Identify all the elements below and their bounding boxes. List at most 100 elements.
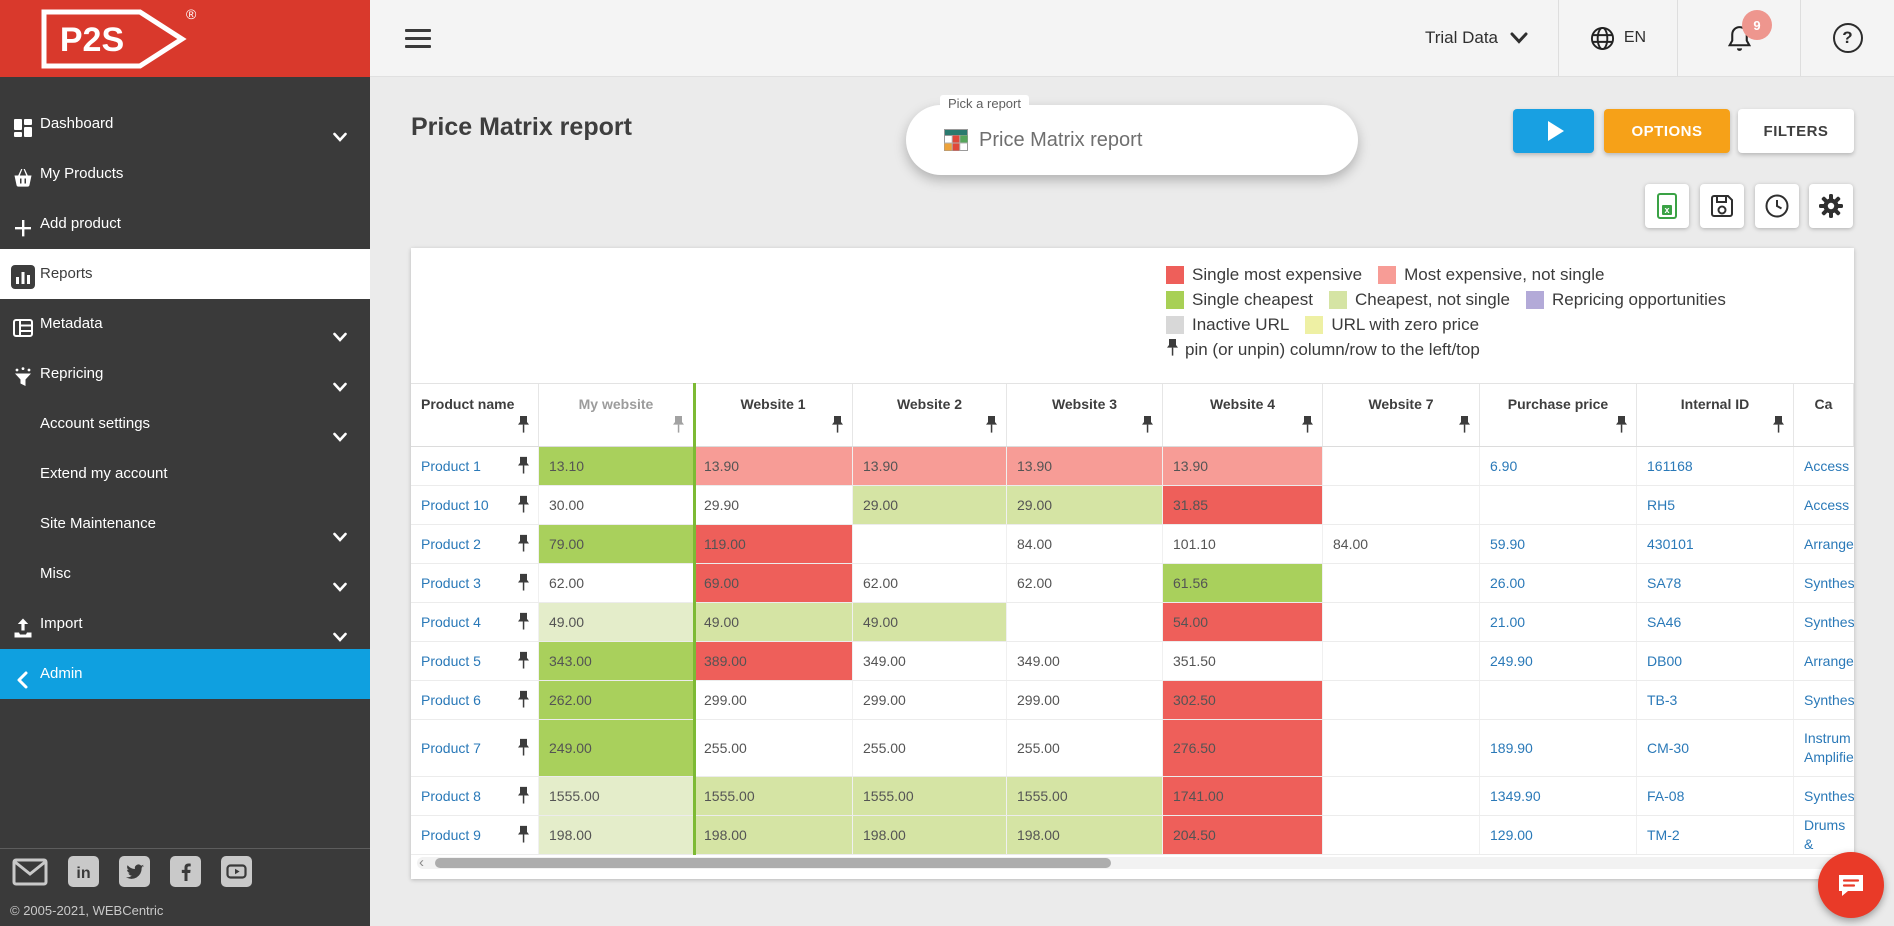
purchase-price-cell[interactable]: 129.00 xyxy=(1480,816,1637,854)
price-cell[interactable]: 1555.00 xyxy=(853,777,1007,815)
internal-id-cell[interactable]: DB00 xyxy=(1637,642,1794,680)
price-cell[interactable]: 276.50 xyxy=(1163,720,1323,776)
price-cell[interactable]: 389.00 xyxy=(694,642,853,680)
sidebar-item-my-products[interactable]: My Products xyxy=(0,149,370,199)
product-link[interactable]: Product 10 xyxy=(421,497,489,513)
column-header-website-2[interactable]: Website 2 xyxy=(853,384,1007,446)
notifications-button[interactable]: 9 xyxy=(1677,0,1800,76)
row-pin-icon[interactable] xyxy=(517,825,530,849)
chat-widget-button[interactable] xyxy=(1818,852,1884,918)
price-cell[interactable] xyxy=(1323,603,1480,641)
category-cell[interactable]: Synthes xyxy=(1804,691,1854,708)
price-cell[interactable]: 255.00 xyxy=(853,720,1007,776)
category-cell[interactable]: Access xyxy=(1804,496,1850,513)
column-pin-icon[interactable] xyxy=(1301,415,1314,439)
purchase-price-cell[interactable] xyxy=(1480,486,1637,524)
internal-id-cell[interactable]: 161168 xyxy=(1637,447,1794,485)
price-cell[interactable]: 198.00 xyxy=(1007,816,1163,854)
price-cell[interactable]: 13.90 xyxy=(1007,447,1163,485)
price-cell[interactable]: 198.00 xyxy=(694,816,853,854)
column-pin-icon[interactable] xyxy=(1141,415,1154,439)
internal-id-cell[interactable]: FA-08 xyxy=(1637,777,1794,815)
sidebar-item-metadata[interactable]: Metadata xyxy=(0,299,370,349)
price-cell[interactable]: 29.00 xyxy=(853,486,1007,524)
column-header-my-website[interactable]: My website xyxy=(539,384,694,446)
report-picker[interactable]: Pick a report Price Matrix report xyxy=(906,95,1358,175)
price-cell[interactable]: 299.00 xyxy=(694,681,853,719)
options-button[interactable]: OPTIONS xyxy=(1604,109,1730,153)
price-cell[interactable]: 62.00 xyxy=(1007,564,1163,602)
price-cell[interactable]: 69.00 xyxy=(694,564,853,602)
sidebar-item-reports[interactable]: Reports xyxy=(0,249,370,299)
account-dropdown[interactable]: Trial Data xyxy=(1395,0,1558,76)
product-link[interactable]: Product 7 xyxy=(421,740,481,756)
price-cell[interactable]: 302.50 xyxy=(1163,681,1323,719)
sidebar-item-dashboard[interactable]: Dashboard xyxy=(0,99,370,149)
column-header-purchase-price[interactable]: Purchase price xyxy=(1480,384,1637,446)
column-header-website-1[interactable]: Website 1 xyxy=(694,384,853,446)
price-cell[interactable]: 299.00 xyxy=(853,681,1007,719)
sidebar-item-extend-my-account[interactable]: Extend my account xyxy=(0,449,370,499)
product-link[interactable]: Product 8 xyxy=(421,788,481,804)
save-report-button[interactable] xyxy=(1700,184,1744,228)
price-cell[interactable] xyxy=(853,525,1007,563)
price-cell[interactable] xyxy=(1323,816,1480,854)
price-cell[interactable]: 54.00 xyxy=(1163,603,1323,641)
price-cell[interactable]: 198.00 xyxy=(853,816,1007,854)
purchase-price-cell[interactable]: 1349.90 xyxy=(1480,777,1637,815)
price-cell[interactable] xyxy=(1323,486,1480,524)
youtube-icon[interactable] xyxy=(221,856,252,892)
column-pin-icon[interactable] xyxy=(985,415,998,439)
price-cell[interactable] xyxy=(1323,720,1480,776)
menu-icon[interactable] xyxy=(405,29,431,48)
export-excel-button[interactable]: x xyxy=(1645,184,1689,228)
price-cell[interactable]: 13.90 xyxy=(1163,447,1323,485)
column-header-product-name[interactable]: Product name xyxy=(411,384,539,446)
price-cell[interactable] xyxy=(1323,681,1480,719)
price-cell[interactable] xyxy=(1323,777,1480,815)
price-cell[interactable]: 204.50 xyxy=(1163,816,1323,854)
column-pin-icon[interactable] xyxy=(1458,415,1471,439)
sidebar-item-add-product[interactable]: Add product xyxy=(0,199,370,249)
price-cell[interactable]: 101.10 xyxy=(1163,525,1323,563)
purchase-price-cell[interactable]: 249.90 xyxy=(1480,642,1637,680)
product-link[interactable]: Product 4 xyxy=(421,614,481,630)
column-header-internal-id[interactable]: Internal ID xyxy=(1637,384,1794,446)
column-header-website-3[interactable]: Website 3 xyxy=(1007,384,1163,446)
price-cell[interactable]: 1555.00 xyxy=(694,777,853,815)
column-pin-icon[interactable] xyxy=(1615,415,1628,439)
row-pin-icon[interactable] xyxy=(517,690,530,714)
column-pin-icon[interactable] xyxy=(1772,415,1785,439)
internal-id-cell[interactable]: CM-30 xyxy=(1637,720,1794,776)
price-cell[interactable]: 31.85 xyxy=(1163,486,1323,524)
horizontal-scrollbar[interactable]: ‹ xyxy=(417,854,1848,871)
column-pin-icon[interactable] xyxy=(517,415,530,439)
price-cell[interactable]: 1555.00 xyxy=(1007,777,1163,815)
price-cell[interactable]: 198.00 xyxy=(539,816,694,854)
row-pin-icon[interactable] xyxy=(517,456,530,480)
price-cell[interactable] xyxy=(1323,447,1480,485)
internal-id-cell[interactable]: RH5 xyxy=(1637,486,1794,524)
twitter-icon[interactable] xyxy=(119,856,150,892)
price-cell[interactable]: 62.00 xyxy=(539,564,694,602)
sidebar-item-account-settings[interactable]: Account settings xyxy=(0,399,370,449)
sidebar-item-import[interactable]: Import xyxy=(0,599,370,649)
price-cell[interactable]: 119.00 xyxy=(694,525,853,563)
price-cell[interactable]: 299.00 xyxy=(1007,681,1163,719)
price-cell[interactable]: 13.90 xyxy=(853,447,1007,485)
row-pin-icon[interactable] xyxy=(517,738,530,762)
column-header-website-7[interactable]: Website 7 xyxy=(1323,384,1480,446)
category-cell[interactable]: Synthes xyxy=(1804,613,1854,630)
price-cell[interactable]: 13.10 xyxy=(539,447,694,485)
internal-id-cell[interactable]: 430101 xyxy=(1637,525,1794,563)
internal-id-cell[interactable]: SA78 xyxy=(1637,564,1794,602)
product-link[interactable]: Product 6 xyxy=(421,692,481,708)
price-cell[interactable]: 61.56 xyxy=(1163,564,1323,602)
category-cell[interactable]: Arrange xyxy=(1804,535,1854,552)
price-cell[interactable]: 349.00 xyxy=(1007,642,1163,680)
row-pin-icon[interactable] xyxy=(517,495,530,519)
row-pin-icon[interactable] xyxy=(517,534,530,558)
price-cell[interactable] xyxy=(1323,564,1480,602)
purchase-price-cell[interactable]: 26.00 xyxy=(1480,564,1637,602)
scroll-left-icon[interactable]: ‹ xyxy=(419,854,424,871)
